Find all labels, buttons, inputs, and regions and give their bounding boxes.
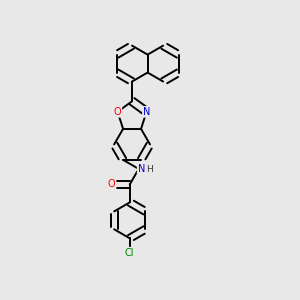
Text: N: N xyxy=(138,164,145,174)
Text: H: H xyxy=(146,165,153,174)
Text: O: O xyxy=(108,179,116,190)
Text: O: O xyxy=(114,107,122,117)
Text: N: N xyxy=(143,107,150,117)
Text: Cl: Cl xyxy=(125,248,134,258)
